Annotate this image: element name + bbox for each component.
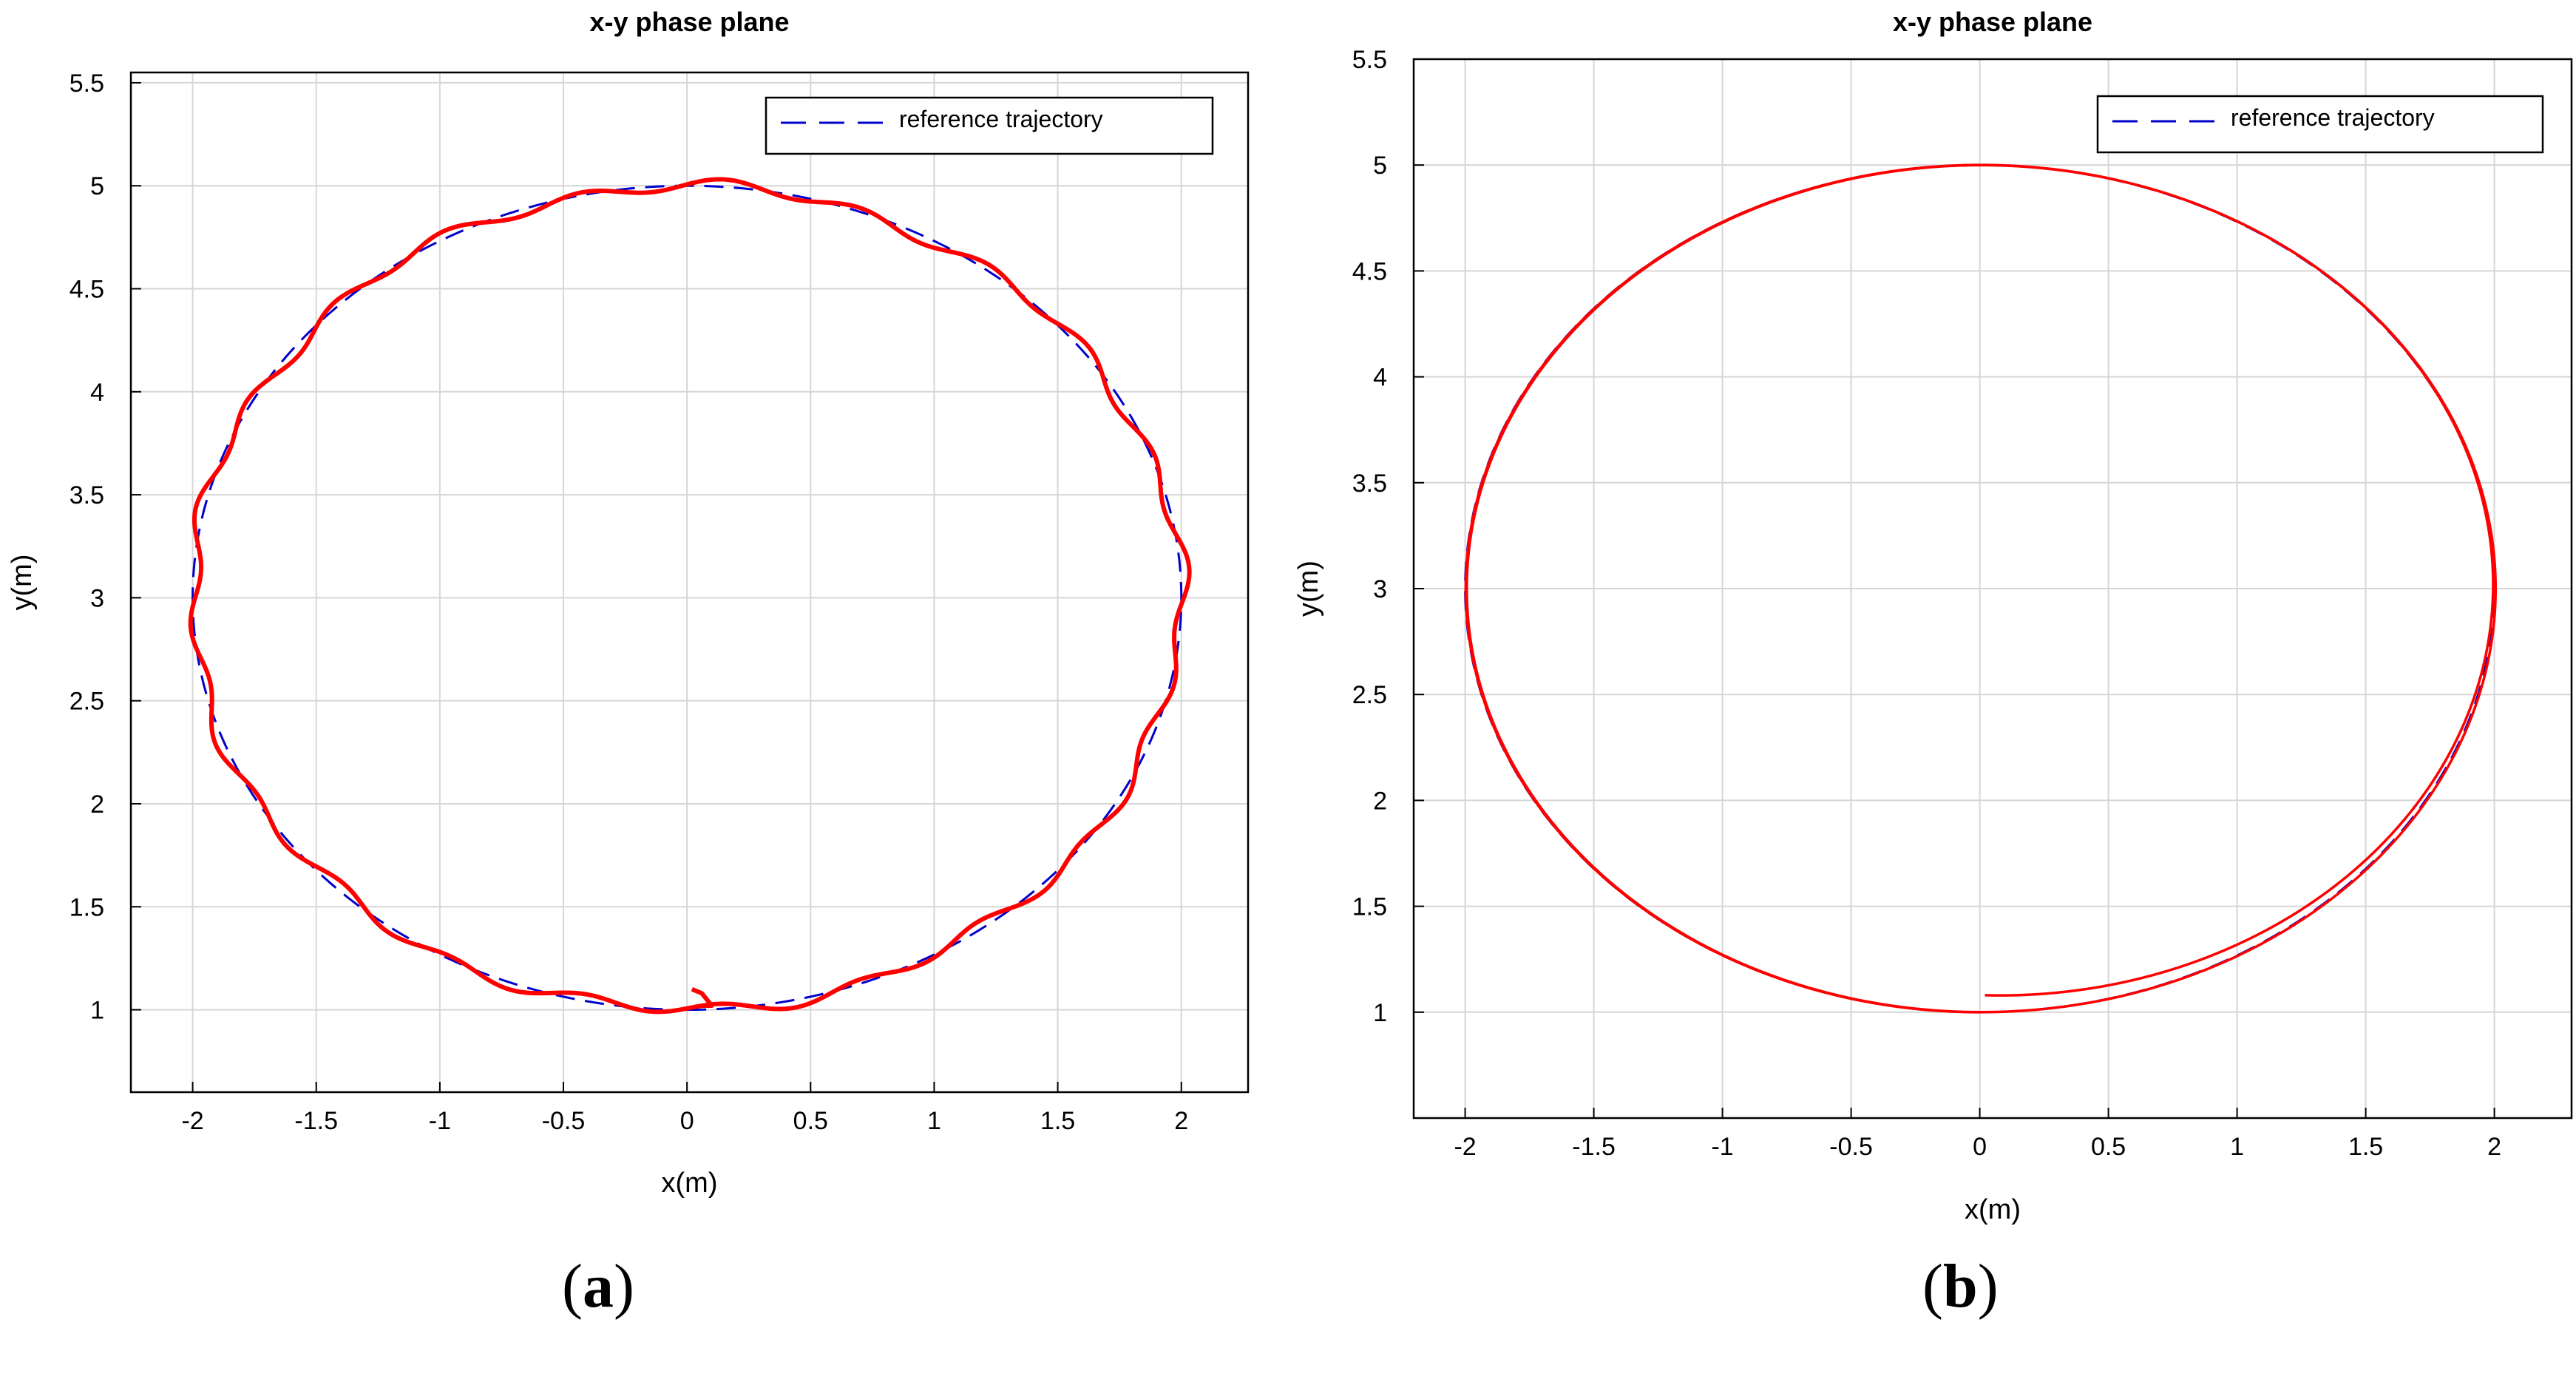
y-tick-label: 1.5 xyxy=(1352,893,1387,921)
x-tick-label: 2 xyxy=(1174,1107,1188,1135)
y-tick-label: 1 xyxy=(1373,999,1387,1027)
x-axis-label: x(m) xyxy=(662,1168,718,1199)
y-tick-label: 2.5 xyxy=(1352,681,1387,709)
x-tick-label: 2 xyxy=(2487,1133,2501,1161)
x-axis-label: x(m) xyxy=(1965,1194,2021,1225)
x-tick-label: -1 xyxy=(1711,1133,1733,1161)
legend-box xyxy=(765,96,1214,155)
chart-a-svg: -2 -1.5 -1 -0.5 0 0.5 1 1.5 2 1 1.5 2 2.5 3 3.5 4 4.5 5 5.… xyxy=(7,7,1250,1199)
y-tick-label: 5.5 xyxy=(1352,46,1387,74)
plot-lines xyxy=(188,177,1192,1015)
y-tick-label: 2 xyxy=(90,790,104,819)
legend: reference trajectory xyxy=(2096,95,2544,154)
legend-entry-label: reference trajectory xyxy=(2231,104,2435,131)
y-tick-label: 1 xyxy=(90,997,104,1025)
y-tick-label: 4 xyxy=(90,379,104,407)
x-tick-label: -2 xyxy=(1454,1133,1476,1161)
legend-box xyxy=(2096,95,2544,154)
grid-lines xyxy=(131,72,1248,1092)
y-axis-label: y(m) xyxy=(7,555,38,611)
chart-b-svg: -2 -1.5 -1 -0.5 0 0.5 1 1.5 2 1 1.5 2 2.5 3 3.5 4 4.5 5 5.… xyxy=(1293,7,2573,1225)
plot-lines xyxy=(1464,163,2498,1014)
chart-panel-a: -2 -1.5 -1 -0.5 0 0.5 1 1.5 2 1 1.5 2 2.5 3 3.5 4 4.5 5 5.… xyxy=(0,0,1287,1385)
chart-title: x-y phase plane xyxy=(589,7,789,37)
y-tick-label: 5.5 xyxy=(70,70,104,98)
x-tick-label: -1 xyxy=(429,1107,451,1135)
y-tick-label: 4.5 xyxy=(1352,257,1387,285)
x-tick-label: 1.5 xyxy=(2348,1133,2383,1161)
grid-lines xyxy=(1414,58,2572,1118)
y-tick-label: 3 xyxy=(1373,575,1387,603)
chart-panel-b: -2 -1.5 -1 -0.5 0 0.5 1 1.5 2 1 1.5 2 2.5 3 3.5 4 4.5 5 5.… xyxy=(1287,0,2576,1385)
y-tick-label: 3.5 xyxy=(1352,470,1387,498)
y-tick-label: 4.5 xyxy=(70,276,104,304)
x-tick-label: 0.5 xyxy=(2091,1133,2126,1161)
chart-title: x-y phase plane xyxy=(1893,7,2092,37)
y-tick-label: 2 xyxy=(1373,787,1387,815)
panel-caption-b: (b) xyxy=(1922,1252,1999,1321)
x-tick-label: -0.5 xyxy=(1829,1133,1873,1161)
series-line-actual-trajectory xyxy=(1464,163,2498,1014)
x-tick-label: 1 xyxy=(927,1107,941,1135)
x-tick-label: -1.5 xyxy=(294,1107,338,1135)
series-line-actual-trajectory xyxy=(188,177,1192,1015)
x-tick-label: 0.5 xyxy=(793,1107,828,1135)
x-tick-label: 1 xyxy=(2230,1133,2244,1161)
y-tick-label: 4 xyxy=(1373,364,1387,392)
y-tick-label: 5 xyxy=(1373,152,1387,180)
x-tick-label: -0.5 xyxy=(542,1107,586,1135)
legend-entry-label: reference trajectory xyxy=(899,106,1103,132)
x-tick-label: 0 xyxy=(1973,1133,1987,1161)
legend: reference trajectory xyxy=(765,96,1214,155)
x-tick-label: 1.5 xyxy=(1040,1107,1075,1135)
y-axis-label: y(m) xyxy=(1293,561,1324,617)
x-tick-label: -2 xyxy=(181,1107,203,1135)
plot-area-frame xyxy=(129,71,1250,1094)
y-tick-label: 1.5 xyxy=(70,893,104,921)
y-tick-label: 3.5 xyxy=(70,481,104,509)
y-tick-label: 3 xyxy=(90,584,104,612)
y-tick-label: 2.5 xyxy=(70,688,104,716)
x-tick-label: 0 xyxy=(680,1107,694,1135)
y-tick-label: 5 xyxy=(90,172,104,200)
x-tick-label: -1.5 xyxy=(1572,1133,1616,1161)
panel-caption-a: (a) xyxy=(562,1252,634,1321)
